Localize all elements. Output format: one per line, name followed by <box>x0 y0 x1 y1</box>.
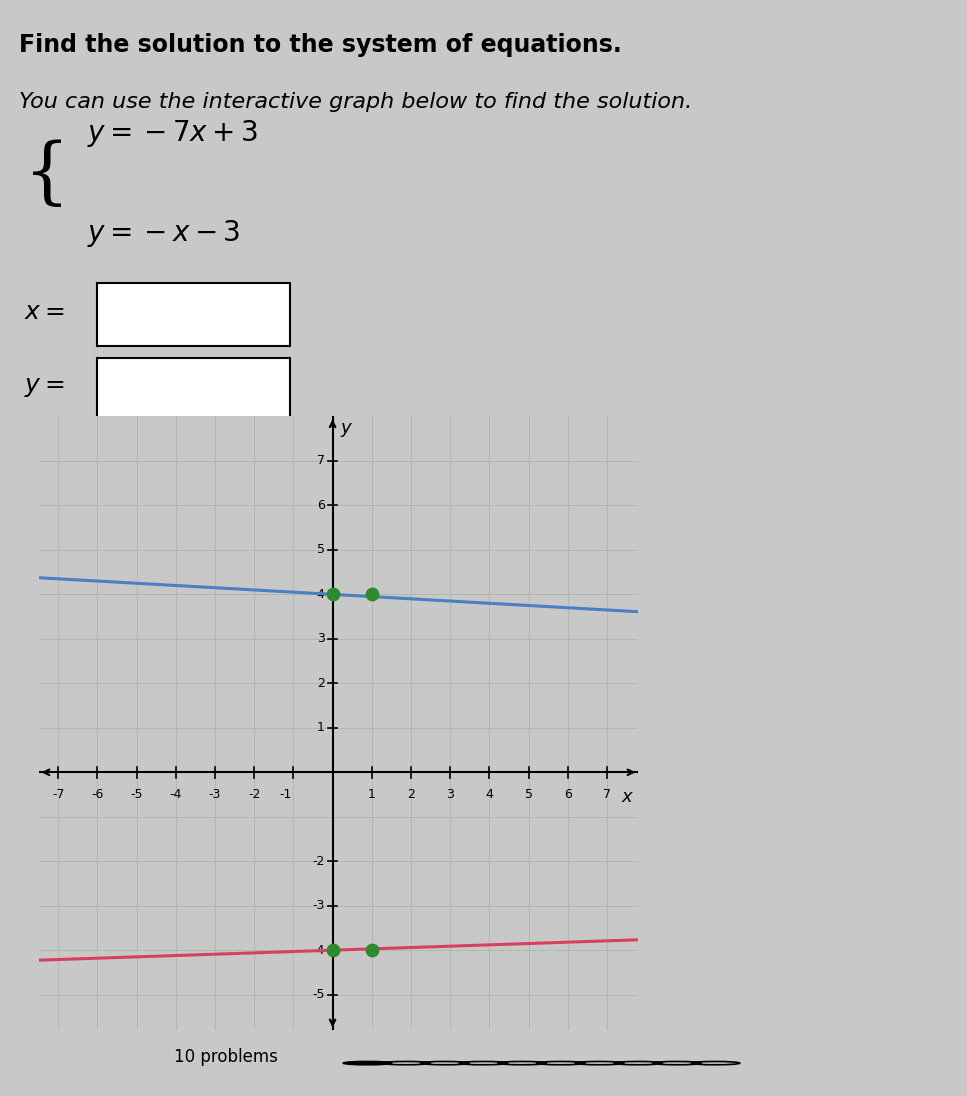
Text: You can use the interactive graph below to find the solution.: You can use the interactive graph below … <box>19 92 692 112</box>
Text: 3: 3 <box>317 632 325 646</box>
Text: 7: 7 <box>602 788 611 801</box>
Text: 5: 5 <box>317 544 325 557</box>
Text: 3: 3 <box>446 788 454 801</box>
FancyBboxPatch shape <box>97 358 290 421</box>
Text: $y = -x - 3$: $y = -x - 3$ <box>87 218 240 249</box>
Text: $y$: $y$ <box>340 421 354 438</box>
Point <box>325 585 340 603</box>
Text: -3: -3 <box>209 788 221 801</box>
Text: $x$: $x$ <box>621 788 634 806</box>
Text: Find the solution to the system of equations.: Find the solution to the system of equat… <box>19 33 622 57</box>
Point <box>325 941 340 959</box>
Text: -2: -2 <box>248 788 260 801</box>
Text: -5: -5 <box>312 989 325 1001</box>
Text: -6: -6 <box>91 788 103 801</box>
Text: {: { <box>24 139 71 210</box>
Text: 7: 7 <box>317 455 325 468</box>
Text: 1: 1 <box>317 721 325 734</box>
Text: 5: 5 <box>524 788 533 801</box>
Text: -7: -7 <box>52 788 65 801</box>
Text: -4: -4 <box>312 944 325 957</box>
FancyBboxPatch shape <box>97 283 290 345</box>
Text: -1: -1 <box>279 788 291 801</box>
Circle shape <box>343 1061 392 1065</box>
Text: $x =$: $x =$ <box>24 300 65 324</box>
Text: $y =$: $y =$ <box>24 375 65 399</box>
Text: 2: 2 <box>407 788 415 801</box>
Text: -2: -2 <box>312 855 325 868</box>
Text: 6: 6 <box>317 499 325 512</box>
Text: 2: 2 <box>317 677 325 689</box>
Text: 4: 4 <box>317 587 325 601</box>
Text: -3: -3 <box>312 899 325 912</box>
Text: 4: 4 <box>485 788 493 801</box>
Text: -5: -5 <box>131 788 143 801</box>
Text: 1: 1 <box>367 788 376 801</box>
Text: 6: 6 <box>564 788 571 801</box>
Point <box>364 941 379 959</box>
Point <box>364 585 379 603</box>
Text: -4: -4 <box>169 788 182 801</box>
Text: $y = -7x + 3$: $y = -7x + 3$ <box>87 117 258 149</box>
Text: 10 problems: 10 problems <box>174 1048 278 1065</box>
